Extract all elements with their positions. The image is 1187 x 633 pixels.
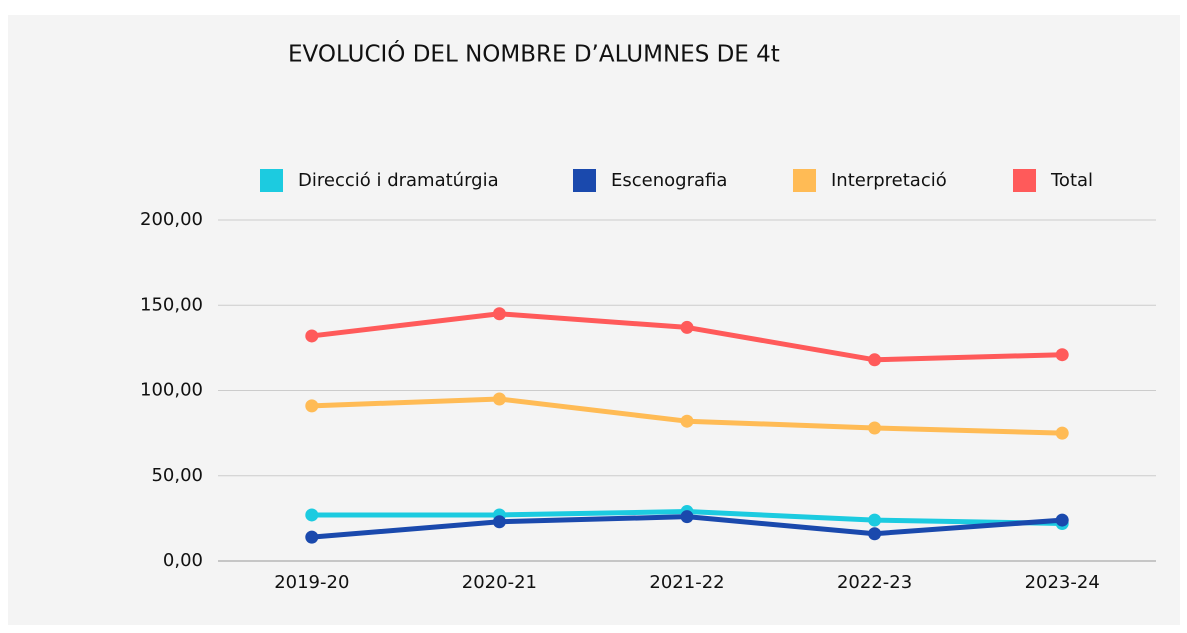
data-point <box>1055 348 1069 362</box>
y-tick-label: 150,00 <box>140 294 203 315</box>
data-point <box>492 515 506 529</box>
x-tick-label: 2020-21 <box>462 572 537 593</box>
data-point <box>680 320 694 334</box>
x-tick-label: 2023-24 <box>1025 572 1100 593</box>
data-point <box>492 307 506 321</box>
x-tick-label: 2019-20 <box>274 572 349 593</box>
data-point <box>868 513 882 527</box>
data-point <box>305 508 319 522</box>
y-tick-label: 200,00 <box>140 209 203 230</box>
data-point <box>680 414 694 428</box>
legend-label: Interpretació <box>831 170 947 191</box>
y-tick-label: 50,00 <box>151 465 203 486</box>
chart-title: EVOLUCIÓ DEL NOMBRE D’ALUMNES DE 4t <box>288 40 780 68</box>
data-point <box>305 399 319 413</box>
data-point <box>1055 513 1069 527</box>
y-tick-label: 0,00 <box>163 550 203 571</box>
legend-label: Total <box>1050 170 1093 191</box>
legend-swatch <box>260 169 283 192</box>
data-point <box>305 530 319 544</box>
data-point <box>868 421 882 435</box>
legend-swatch <box>573 169 596 192</box>
y-tick-label: 100,00 <box>140 380 203 401</box>
data-point <box>868 353 882 367</box>
x-tick-label: 2022-23 <box>837 572 912 593</box>
x-tick-label: 2021-22 <box>649 572 724 593</box>
legend-label: Direcció i dramatúrgia <box>298 170 499 191</box>
data-point <box>305 329 319 343</box>
legend-label: Escenografia <box>611 170 727 191</box>
legend-swatch <box>793 169 816 192</box>
data-point <box>1055 426 1069 440</box>
data-point <box>680 510 694 524</box>
data-point <box>868 527 882 541</box>
legend-swatch <box>1013 169 1036 192</box>
data-point <box>492 392 506 406</box>
